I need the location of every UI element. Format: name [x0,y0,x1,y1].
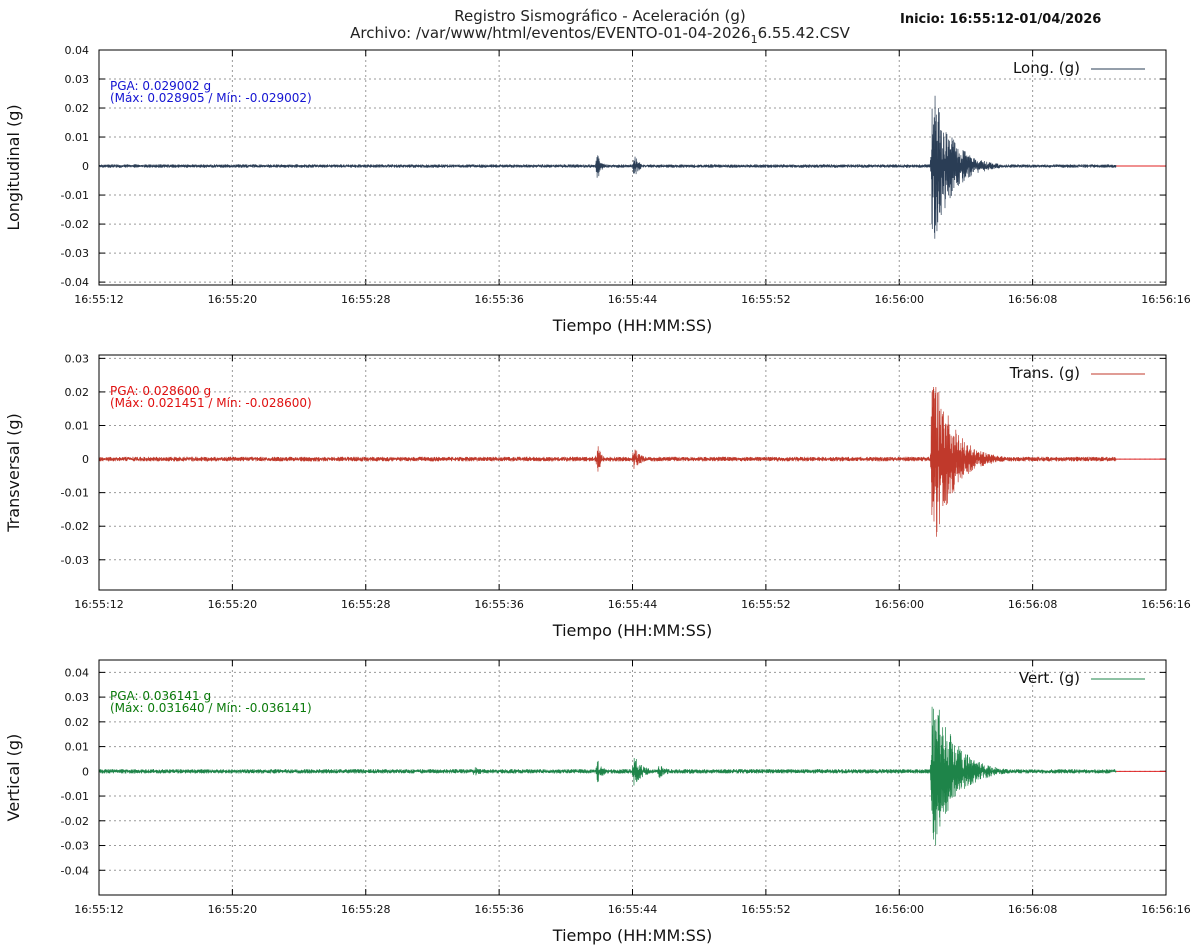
x-tick-label: 16:55:12 [74,903,123,916]
plot-frame [98,354,1167,591]
y-tick-label: 0 [82,765,89,778]
x-tick-label: 16:56:16 [1141,903,1190,916]
start-time-label: Inicio: 16:55:12-01/04/2026 [900,12,1101,27]
x-tick-label: 16:55:36 [474,293,523,306]
pga-range: (Máx: 0.021451 / Mín: -0.028600) [110,396,312,410]
y-tick-label: -0.01 [61,790,89,803]
y-tick-label: -0.02 [61,815,89,828]
x-tick-label: 16:55:44 [608,903,657,916]
y-tick-label: -0.04 [61,864,89,877]
y-axis-label: Vertical (g) [4,734,23,822]
x-tick-label: 16:56:00 [875,293,924,306]
y-tick-label: 0.03 [65,691,90,704]
pga-range: (Máx: 0.031640 / Mín: -0.036141) [110,701,312,715]
y-tick-label: -0.04 [61,276,89,289]
x-tick-label: 16:56:00 [875,598,924,611]
x-tick-label: 16:56:00 [875,903,924,916]
x-tick-label: 16:55:28 [341,293,390,306]
x-tick-label: 16:55:12 [74,293,123,306]
x-tick-label: 16:55:52 [741,293,790,306]
x-tick-label: 16:56:16 [1141,598,1190,611]
x-tick-label: 16:55:20 [208,293,257,306]
y-tick-label: -0.03 [61,554,89,567]
legend-label: Vert. (g) [1019,669,1080,687]
chart-title: Registro Sismográfico - Aceleración (g) [454,7,745,25]
signal-trace [98,706,1117,846]
y-tick-label: 0.03 [65,73,90,86]
x-axis-label: Tiempo (HH:MM:SS) [552,316,712,335]
x-tick-label: 16:56:08 [1008,293,1057,306]
x-tick-label: 16:55:44 [608,293,657,306]
pga-label: PGA: 0.029002 g [110,79,211,93]
y-tick-label: 0.01 [65,420,90,433]
signal-trace [98,387,1117,537]
panel-2: 16:55:12 16:55:20 16:55:28 16:55:36 16:55:44… [4,352,1191,640]
x-tick-label: 16:55:36 [474,598,523,611]
y-tick-label: -0.03 [61,840,89,853]
x-axis-label: Tiempo (HH:MM:SS) [552,621,712,640]
x-tick-label: 16:55:44 [608,598,657,611]
legend-label: Long. (g) [1013,59,1080,77]
y-tick-label: 0 [82,453,89,466]
x-tick-label: 16:55:20 [208,598,257,611]
y-tick-label: -0.02 [61,520,89,533]
x-tick-label: 16:55:52 [741,598,790,611]
y-tick-label: 0.04 [65,666,90,679]
x-tick-label: 16:56:08 [1008,598,1057,611]
y-axis-label: Longitudinal (g) [4,104,23,230]
pga-label: PGA: 0.028600 g [110,384,211,398]
chart-subtitle-subscript: 1 [751,33,758,46]
y-tick-label: 0 [82,160,89,173]
y-tick-label: 0.01 [65,131,90,144]
chart-subtitle-main: Archivo: /var/www/html/eventos/EVENTO-01… [350,24,751,42]
y-tick-label: 0.04 [65,44,90,57]
x-tick-label: 16:55:20 [208,903,257,916]
y-tick-label: -0.02 [61,218,89,231]
y-tick-label: 0.02 [65,102,90,115]
plot-frame [98,659,1167,896]
pga-label: PGA: 0.036141 g [110,689,211,703]
pga-range: (Máx: 0.028905 / Mín: -0.029002) [110,91,312,105]
chart-subtitle-end: 6.55.42.CSV [758,24,851,42]
signal-trace [98,95,1117,239]
y-tick-label: -0.01 [61,189,89,202]
x-tick-label: 16:55:52 [741,903,790,916]
plot-frame [98,49,1167,286]
panel-1: 16:55:12 16:55:20 16:55:28 16:55:36 16:55:44… [4,44,1191,335]
x-tick-label: 16:56:16 [1141,293,1190,306]
x-tick-label: 16:55:28 [341,903,390,916]
chart-subtitle: Archivo: /var/www/html/eventos/EVENTO-01… [350,24,851,46]
panel-3: 16:55:12 16:55:20 16:55:28 16:55:36 16:55:44… [4,659,1191,945]
x-tick-label: 16:55:12 [74,598,123,611]
y-tick-label: 0.03 [65,352,90,365]
y-axis-label: Transversal (g) [4,413,23,532]
y-tick-label: -0.01 [61,487,89,500]
y-tick-label: 0.02 [65,386,90,399]
legend-label: Trans. (g) [1009,364,1080,382]
x-tick-label: 16:55:28 [341,598,390,611]
x-axis-label: Tiempo (HH:MM:SS) [552,926,712,945]
y-tick-label: -0.03 [61,247,89,260]
y-tick-label: 0.02 [65,716,90,729]
x-tick-label: 16:56:08 [1008,903,1057,916]
y-tick-label: 0.01 [65,741,90,754]
x-tick-label: 16:55:36 [474,903,523,916]
